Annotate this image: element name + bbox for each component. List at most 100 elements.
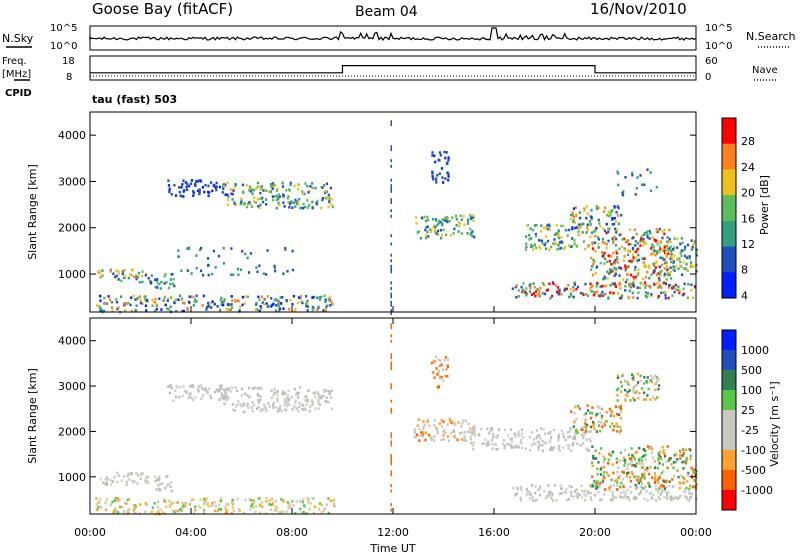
vel-cell-10 xyxy=(623,456,626,460)
power-cell-12 xyxy=(583,209,586,213)
power-cell-10 xyxy=(530,293,533,296)
power-cell-4 xyxy=(298,296,301,299)
vel-cell-10 xyxy=(692,469,695,472)
power-cell-6 xyxy=(311,200,314,204)
power-cell-11 xyxy=(634,275,637,279)
nave-tick-bottom: 0 xyxy=(705,72,711,83)
vel-cell-5 xyxy=(246,394,249,397)
vel-cell-12 xyxy=(649,374,652,378)
power-cell-6 xyxy=(289,202,292,206)
vel-cell-6 xyxy=(426,418,429,422)
vel-cell-10 xyxy=(689,484,692,488)
vel-cell-6 xyxy=(460,438,463,441)
power-cell-11 xyxy=(670,249,673,253)
power-cell-11 xyxy=(611,270,614,273)
power-cell-4 xyxy=(305,295,308,298)
power-cell-7 xyxy=(439,229,442,232)
power-cell-0 xyxy=(144,295,147,298)
power-cell-11 xyxy=(624,239,627,242)
power-cell-11 xyxy=(596,282,599,285)
vel-cell-5 xyxy=(297,396,300,399)
power-cell-9 xyxy=(526,223,529,227)
power-cell-11 xyxy=(636,251,639,254)
vel-cell-0 xyxy=(121,506,124,509)
vel-cell-8 xyxy=(522,436,525,439)
power-cell-10 xyxy=(557,292,560,296)
vel-cell-2 xyxy=(167,482,170,486)
vel-cell-4 xyxy=(174,395,177,399)
power-cell-3 xyxy=(180,269,183,272)
vel-cell-8 xyxy=(481,442,484,446)
vel-streak xyxy=(390,364,392,368)
vel-cell-9 xyxy=(679,495,682,498)
vel-cell-6 xyxy=(442,420,445,423)
velocity-colorbar-label: Velocity [m s⁻¹] xyxy=(768,381,781,466)
power-cell-9 xyxy=(580,223,583,226)
vel-cell-10 xyxy=(695,476,698,480)
vel-cell-4 xyxy=(213,390,217,394)
power-cell-10 xyxy=(548,282,551,286)
vel-cell-5 xyxy=(259,409,262,413)
power-cell-9 xyxy=(530,245,533,249)
vel-cell-10 xyxy=(608,451,611,454)
power-cell-11 xyxy=(628,228,631,231)
vel-cell-10 xyxy=(665,479,668,483)
power-cell-1 xyxy=(135,276,138,279)
vel-cell-0 xyxy=(122,511,125,514)
power-cell-10 xyxy=(644,294,647,298)
vel-cell-3 xyxy=(177,509,180,513)
power-cell-10 xyxy=(644,291,648,294)
vel-cell-10 xyxy=(630,457,633,460)
vel-cell-8 xyxy=(495,448,498,451)
vel-cell-10 xyxy=(646,466,649,470)
power-cell-2 xyxy=(165,281,168,284)
vel-cell-8 xyxy=(468,427,471,430)
power-cell-10 xyxy=(660,286,663,290)
power-cell-12 xyxy=(607,227,610,231)
vel-cell-10 xyxy=(595,487,598,490)
power-cell-11 xyxy=(594,272,597,275)
vel-cell-5 xyxy=(302,404,305,407)
power-cell-10 xyxy=(579,291,582,295)
vel-cell-12 xyxy=(639,374,642,378)
power-cell-11 xyxy=(658,277,661,280)
power-cell-11 xyxy=(615,249,618,253)
power-cell-11 xyxy=(599,261,602,265)
power-cell-8 xyxy=(432,177,435,181)
power-cell-4 xyxy=(238,310,241,313)
vel-cell-9 xyxy=(589,491,592,495)
power-cell-14 xyxy=(667,240,670,244)
vel-cell-3 xyxy=(185,501,188,505)
power-cell-9 xyxy=(565,229,568,232)
vel-cell-6 xyxy=(435,426,438,430)
power-cell-5 xyxy=(180,186,183,189)
power-cell-3 xyxy=(262,272,265,275)
vel-cell-12 xyxy=(644,398,648,401)
power-cell-6 xyxy=(282,201,285,205)
vel-cell-3 xyxy=(203,501,206,505)
vel-cell-10 xyxy=(635,475,638,478)
vel-cell-5 xyxy=(233,409,236,412)
vel-cell-9 xyxy=(690,496,693,499)
vel-cell-9 xyxy=(688,499,691,502)
power-cell-4 xyxy=(255,302,258,305)
vel-cell-5 xyxy=(231,408,235,412)
vel-cell-5 xyxy=(228,387,231,390)
vel-cell-8 xyxy=(575,428,578,431)
power-cell-10 xyxy=(599,293,602,296)
vel-cell-5 xyxy=(296,392,300,396)
vel-cell-0 xyxy=(113,508,116,512)
power-cell-13 xyxy=(631,173,634,177)
vel-cell-5 xyxy=(306,398,309,402)
power-cell-6 xyxy=(281,181,284,185)
vel-cell-8 xyxy=(548,432,551,436)
vel-cell-3 xyxy=(181,508,184,512)
power-cell-4 xyxy=(277,304,280,308)
power-cell-10 xyxy=(621,294,624,297)
power-cell-0 xyxy=(98,305,101,308)
vel-cell-10 xyxy=(644,468,647,471)
vel-cell-7 xyxy=(437,385,441,389)
power-cell-7 xyxy=(433,229,436,232)
vel-cell-10 xyxy=(653,460,656,463)
vel-cell-9 xyxy=(666,497,669,500)
